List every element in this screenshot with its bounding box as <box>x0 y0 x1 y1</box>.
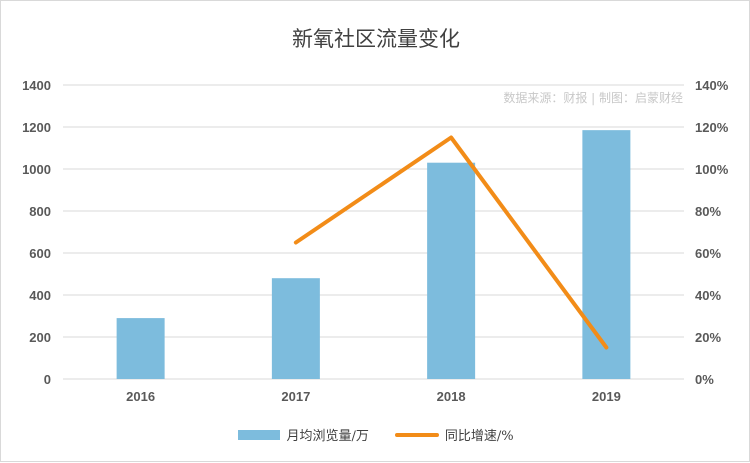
x-tick-label: 2017 <box>281 389 310 404</box>
bar <box>116 318 165 379</box>
legend-label-bar: 月均浏览量/万 <box>286 429 369 444</box>
y-right-tick-label: 20% <box>695 330 721 345</box>
y-left-tick-label: 200 <box>29 330 51 345</box>
chart-title: 新氧社区流量变化 <box>292 27 460 51</box>
bar <box>271 278 320 379</box>
legend-swatch-bar <box>238 429 281 440</box>
y-right-tick-label: 40% <box>695 288 721 303</box>
y-right-tick-label: 140% <box>695 78 729 93</box>
y-right-tick-label: 0% <box>695 372 714 387</box>
source-note: 数据来源：财报 | 制图：启蒙财经 <box>503 91 683 105</box>
y-left-tick-label: 1400 <box>22 78 51 93</box>
y-left-tick-label: 400 <box>29 288 51 303</box>
y-left-tick-label: 1200 <box>22 120 51 135</box>
bar <box>582 130 631 379</box>
y-left-tick-label: 0 <box>44 372 51 387</box>
x-tick-label: 2016 <box>126 389 155 404</box>
y-right-tick-label: 80% <box>695 204 721 219</box>
x-tick-label: 2018 <box>437 389 466 404</box>
bar <box>427 162 476 379</box>
y-left-tick-label: 1000 <box>22 162 51 177</box>
legend: 月均浏览量/万 同比增速/% <box>1 425 750 444</box>
legend-item-bar: 月均浏览量/万 <box>238 425 369 444</box>
y-right-tick-label: 60% <box>695 246 721 261</box>
y-left-tick-label: 800 <box>29 204 51 219</box>
y-right-tick-label: 100% <box>695 162 729 177</box>
legend-item-line: 同比增速/% <box>394 425 514 444</box>
x-tick-label: 2019 <box>592 389 621 404</box>
legend-swatch-line <box>394 432 439 437</box>
growth-line <box>293 135 609 350</box>
y-right-tick-label: 120% <box>695 120 729 135</box>
y-left-tick-label: 600 <box>29 246 51 261</box>
legend-label-line: 同比增速/% <box>444 429 514 444</box>
